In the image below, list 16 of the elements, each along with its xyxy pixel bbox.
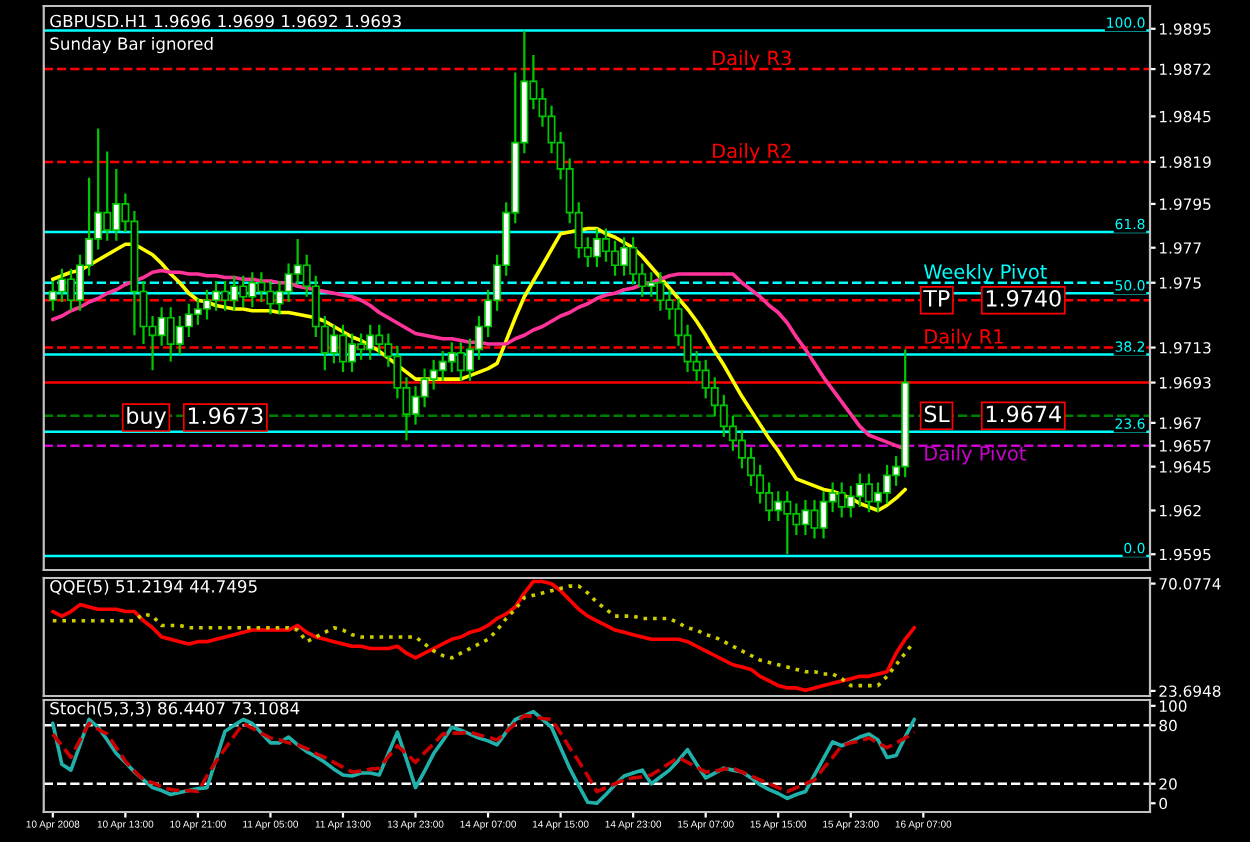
annotation: Sunday Bar ignored bbox=[50, 37, 213, 54]
chart-title: GBPUSD.H1 1.9696 1.9699 1.9692 1.9693 bbox=[50, 14, 401, 28]
annotation: 1.9674 bbox=[986, 405, 1061, 423]
line-series bbox=[51, 713, 917, 794]
annotation: 1.9673 bbox=[188, 407, 263, 425]
ref-line-label: Weekly Pivot bbox=[923, 263, 1047, 283]
chart-title: QQE(5) 51.2194 44.7495 bbox=[50, 579, 257, 595]
ref-line-label: Daily R2 bbox=[713, 143, 791, 162]
annotation: 1.9740 bbox=[986, 289, 1061, 307]
chart-title: Stoch(5,3,3) 86.4407 73.1084 bbox=[50, 701, 300, 717]
annotation: TP bbox=[923, 290, 950, 307]
ref-line-label: Daily R1 bbox=[925, 328, 1003, 348]
annotation: SL bbox=[924, 405, 950, 423]
ref-line-label: Daily Pivot bbox=[925, 445, 1026, 465]
annotation: buy bbox=[127, 406, 167, 429]
ref-line-label: Daily R3 bbox=[713, 50, 791, 70]
